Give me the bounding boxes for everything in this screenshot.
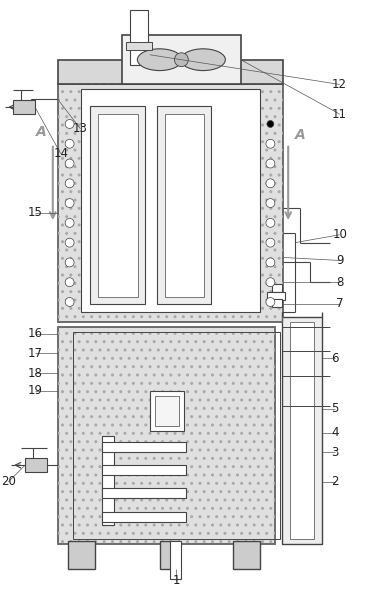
Bar (268, 292, 285, 300)
Text: 5: 5 (331, 402, 338, 415)
Bar (157, 106, 211, 304)
Bar (160, 541, 179, 569)
Text: 6: 6 (331, 352, 339, 365)
Text: 18: 18 (28, 367, 42, 380)
Ellipse shape (181, 49, 225, 70)
Bar (122, 35, 241, 84)
Circle shape (266, 297, 275, 306)
Text: 15: 15 (28, 206, 42, 220)
Text: 14: 14 (53, 147, 68, 160)
Bar (126, 42, 152, 50)
Text: A: A (36, 125, 46, 139)
Bar (58, 327, 275, 544)
Bar (81, 89, 261, 312)
Text: 19: 19 (28, 385, 43, 397)
Circle shape (65, 139, 74, 148)
Circle shape (65, 278, 74, 287)
Text: 10: 10 (332, 228, 347, 241)
Bar (150, 391, 184, 430)
Bar (272, 299, 282, 307)
Circle shape (266, 139, 275, 148)
Text: 1: 1 (173, 574, 180, 588)
Text: 3: 3 (331, 446, 338, 459)
Bar (13, 101, 35, 114)
Circle shape (65, 199, 74, 208)
Bar (102, 435, 114, 524)
Bar (91, 106, 145, 304)
Text: A: A (295, 128, 306, 142)
Bar (130, 10, 148, 64)
Text: 11: 11 (332, 108, 347, 120)
Circle shape (266, 219, 275, 228)
Bar (102, 488, 186, 498)
Bar (58, 84, 283, 321)
Text: 2: 2 (331, 476, 339, 488)
Bar (68, 541, 95, 569)
Circle shape (174, 53, 188, 67)
Circle shape (267, 120, 274, 128)
Circle shape (65, 297, 74, 306)
Bar (25, 458, 47, 472)
Bar (98, 114, 138, 297)
Circle shape (65, 179, 74, 188)
Bar (72, 332, 280, 539)
Circle shape (266, 159, 275, 168)
Bar (155, 396, 179, 426)
Text: 13: 13 (73, 122, 88, 135)
Bar (170, 541, 181, 579)
Circle shape (65, 159, 74, 168)
Text: 17: 17 (28, 347, 43, 360)
Text: 12: 12 (332, 78, 347, 91)
Circle shape (65, 219, 74, 228)
Circle shape (266, 278, 275, 287)
Bar (102, 442, 186, 452)
Bar (58, 84, 283, 321)
Text: 4: 4 (331, 426, 339, 439)
Text: 8: 8 (336, 276, 343, 289)
Bar (233, 541, 261, 569)
Bar (164, 114, 204, 297)
Circle shape (65, 238, 74, 247)
Text: 20: 20 (1, 476, 16, 488)
Text: 16: 16 (28, 327, 43, 340)
Circle shape (266, 238, 275, 247)
Circle shape (266, 199, 275, 208)
Circle shape (65, 120, 74, 128)
Circle shape (65, 258, 74, 267)
Text: 9: 9 (336, 254, 343, 267)
Bar (58, 327, 275, 544)
Bar (282, 317, 322, 544)
Ellipse shape (137, 49, 182, 70)
Bar (290, 321, 314, 539)
Bar (272, 284, 282, 292)
Bar (102, 465, 186, 475)
Circle shape (266, 258, 275, 267)
Bar (58, 60, 283, 84)
Bar (102, 512, 186, 521)
Circle shape (266, 179, 275, 188)
Text: 7: 7 (336, 297, 343, 311)
